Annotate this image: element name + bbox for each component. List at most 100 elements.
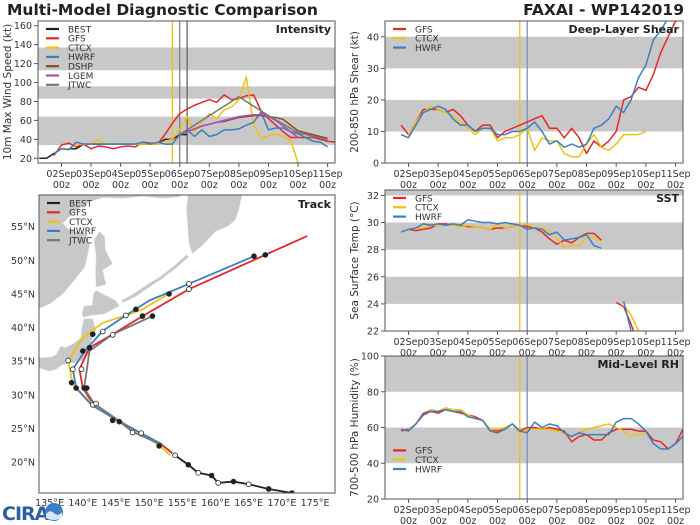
latitude-label: 45°N [11,289,35,300]
x-tick-label: 07Sep [542,337,572,348]
series-line-gfs [53,94,335,156]
x-tick-label: 08Sep [572,169,602,180]
x-tick-sublabel: 00z [667,348,684,359]
y-tick-label: 40 [20,135,32,146]
x-tick-label: 05Sep [483,337,513,348]
x-tick-label: 10Sep [631,337,661,348]
x-tick-label: 09Sep [601,505,631,516]
x-tick-sublabel: 00z [201,180,218,191]
legend-item: HWRF [393,213,442,223]
x-tick-sublabel: 00z [260,180,277,191]
x-tick-label: 02Sep [393,505,423,516]
latitude-label: 20°N [11,458,35,469]
x-tick-label: 10Sep [283,169,313,180]
legend-label: DSHP [68,63,93,73]
legend-item: GFS [393,447,433,457]
legend-label: LGEM [68,72,93,82]
x-tick-sublabel: 00z [459,180,476,191]
series-line-ctcx [408,223,602,248]
x-tick-sublabel: 00z [430,348,447,359]
longitude-label: 150°E [135,498,164,509]
legend-label: CTCX [415,204,439,214]
x-tick-label: 11Sep [661,169,691,180]
x-tick-sublabel: 00z [608,348,625,359]
x-tick-sublabel: 00z [289,180,306,191]
x-tick-sublabel: 00z [548,516,565,525]
legend-item: GFS [393,25,433,35]
panel-intensity: 2040608010012014016002Sep00z03Sep00z04Se… [2,20,343,191]
panel-title: Mid-Level RH [597,358,679,371]
legend-item: DSHP [46,63,93,73]
legend-label: HWRF [68,53,95,63]
latitude-label: 55°N [11,222,35,233]
track-position-marker [73,385,79,391]
legend-item: JTWC [46,81,91,91]
track-position-marker [78,366,85,373]
x-tick-label: 08Sep [572,337,602,348]
shaded-band [385,36,683,69]
x-tick-label: 07Sep [194,169,224,180]
plot-area [385,190,683,331]
land-kamchatka [186,195,243,254]
x-tick-label: 10Sep [631,169,661,180]
x-tick-label: 07Sep [542,169,572,180]
track-position-marker [185,461,192,468]
track-position-marker [86,344,93,351]
legend-label: BEST [68,25,92,35]
y-tick-label: 80 [20,97,32,108]
land-honshu [39,318,97,372]
x-tick-sublabel: 00z [489,348,506,359]
legend-label: HWRF [415,465,442,475]
y-tick-label: 32 [367,191,379,202]
track-position-marker [262,252,269,258]
track-position-marker [116,418,123,425]
legend-item: CTCX [393,35,439,45]
legend-label: CTCX [415,35,439,45]
track-position-marker [129,429,136,436]
land-asia-mainland [39,195,182,309]
series-line-lgem [179,113,299,139]
legend-item: HWRF [46,53,95,63]
x-tick-sublabel: 00z [319,180,336,191]
shaded-band [385,356,683,392]
legend-item: GFS [47,209,87,219]
x-tick-label: 02Sep [393,337,423,348]
shaded-band [385,222,683,250]
series-line-hwrf [400,408,683,450]
land-sakhalin [93,230,113,288]
x-tick-label: 09Sep [601,337,631,348]
track-position-marker [186,286,192,292]
y-tick-label: 60 [367,423,379,434]
x-tick-label: 11Sep [313,169,343,180]
longitude-label: 160°E [201,498,230,509]
series-line-hwrf [622,300,632,331]
legend-item: CTCX [393,456,439,466]
shaded-band [385,190,683,196]
x-tick-sublabel: 00z [519,180,536,191]
y-tick-label: 10 [367,127,379,138]
land-hokkaido [81,290,120,318]
latitude-label: 25°N [11,424,35,435]
series-line-hwrf [400,219,602,250]
x-tick-label: 08Sep [224,169,254,180]
track-position-marker [265,486,272,492]
x-tick-label: 04Sep [453,337,483,348]
x-tick-label: 08Sep [572,505,602,516]
legend-item: GFS [46,35,86,45]
x-tick-sublabel: 00z [430,516,447,525]
longitude-label: 135°E [35,498,64,509]
legend-item: GFS [393,194,433,204]
y-tick-label: 40 [367,32,379,43]
latitude-label: 50°N [11,256,35,267]
legend-label: GFS [415,194,433,204]
y-tick-label: 80 [367,387,379,398]
legend-item: HWRF [47,227,96,237]
x-tick-label: 09Sep [601,169,631,180]
land-kuril-islands [120,254,190,303]
x-tick-label: 07Sep [542,505,572,516]
x-tick-label: 06Sep [512,505,542,516]
track-line-jtwc [83,315,163,447]
x-tick-sublabel: 00z [430,180,447,191]
legend-item: BEST [46,25,92,35]
